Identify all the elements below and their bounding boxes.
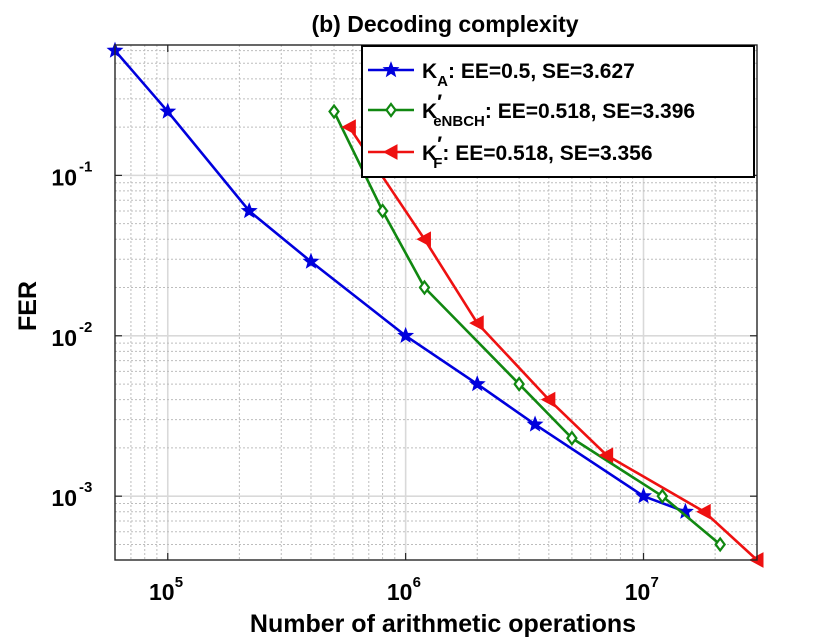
y-tick-base: 10 bbox=[51, 164, 77, 190]
legend-label-rest: : EE=0.5, SE=3.627 bbox=[448, 60, 635, 83]
data-point bbox=[513, 376, 526, 392]
legend-label-rest: : EE=0.518, SE=3.396 bbox=[485, 100, 695, 123]
data-point bbox=[302, 252, 320, 269]
legend-label: K′ F: EE=0.518, SE=3.356 bbox=[422, 133, 653, 172]
y-tick-label: 10 -1 bbox=[51, 158, 92, 190]
y-axis-label: FER bbox=[14, 281, 42, 331]
data-point bbox=[566, 430, 578, 446]
axis-ticks: 10 5 10 6 10 710 -110 -210 -3 bbox=[51, 45, 757, 605]
data-point bbox=[540, 391, 556, 408]
legend-label: K′ eNBCH: EE=0.518, SE=3.396 bbox=[422, 91, 695, 130]
legend-marker bbox=[382, 61, 400, 78]
x-tick-exponent: 6 bbox=[413, 574, 421, 591]
y-tick-base: 10 bbox=[51, 325, 77, 351]
data-point bbox=[240, 202, 258, 219]
data-point bbox=[469, 315, 484, 331]
series-triangle-left bbox=[341, 119, 764, 568]
legend-label-sub: A bbox=[437, 73, 448, 90]
x-tick-exponent: 5 bbox=[175, 574, 183, 591]
x-tick-base: 10 bbox=[625, 579, 651, 605]
y-tick-exponent: -2 bbox=[79, 319, 92, 336]
legend-label-rest: : EE=0.518, SE=3.356 bbox=[442, 142, 652, 165]
y-tick-label: 10 -3 bbox=[51, 479, 92, 511]
x-tick-label: 10 5 bbox=[149, 574, 183, 605]
x-axis-label: Number of arithmetic operations bbox=[250, 610, 636, 638]
data-point bbox=[635, 487, 652, 504]
legend-label-main: K bbox=[422, 142, 437, 165]
y-tick-base: 10 bbox=[51, 485, 77, 511]
x-tick-base: 10 bbox=[387, 579, 413, 605]
data-point bbox=[416, 231, 431, 248]
y-tick-exponent: -1 bbox=[79, 158, 92, 175]
legend-label-sub: eNBCH bbox=[433, 113, 485, 130]
legend-marker bbox=[385, 102, 397, 118]
data-point bbox=[159, 102, 177, 119]
data-point bbox=[418, 279, 431, 296]
data-point bbox=[598, 447, 614, 464]
x-tick-base: 10 bbox=[149, 579, 175, 605]
legend-label-main: K bbox=[422, 100, 437, 123]
data-point bbox=[468, 375, 486, 392]
y-tick-exponent: -3 bbox=[79, 479, 92, 496]
legend-entry: KA: EE=0.5, SE=3.627 bbox=[368, 60, 635, 90]
data-point bbox=[656, 488, 669, 505]
y-tick-label: 10 -2 bbox=[51, 319, 92, 351]
legend-marker bbox=[382, 144, 398, 160]
data-point bbox=[714, 536, 727, 553]
legend-label: KA: EE=0.5, SE=3.627 bbox=[422, 60, 635, 90]
chart-title: (b) Decoding complexity bbox=[311, 11, 578, 37]
x-tick-exponent: 7 bbox=[651, 574, 659, 591]
legend-box bbox=[361, 45, 755, 178]
data-point bbox=[376, 203, 389, 219]
legend-entry: K′ eNBCH: EE=0.518, SE=3.396 bbox=[368, 91, 695, 130]
data-point bbox=[397, 326, 415, 343]
x-tick-label: 10 7 bbox=[625, 574, 659, 605]
data-point bbox=[526, 415, 544, 432]
series-diamond bbox=[328, 103, 727, 553]
legend-label-prime: ′ bbox=[437, 133, 442, 156]
legend-label-prime: ′ bbox=[437, 91, 442, 114]
legend-label-sub: F bbox=[433, 155, 442, 172]
data-point bbox=[696, 503, 711, 520]
data-point bbox=[341, 119, 356, 135]
data-point bbox=[328, 103, 340, 120]
x-tick-label: 10 6 bbox=[387, 574, 421, 605]
legend-entry: K′ F: EE=0.518, SE=3.356 bbox=[368, 133, 653, 172]
legend-label-main: K bbox=[422, 60, 437, 83]
